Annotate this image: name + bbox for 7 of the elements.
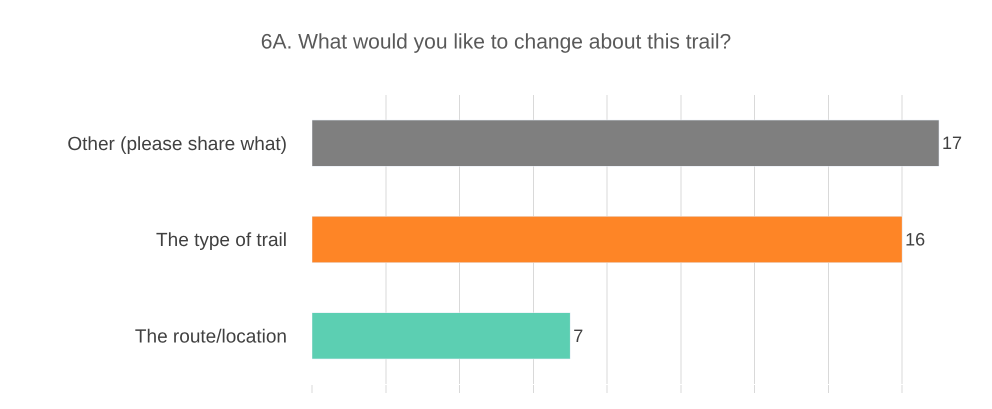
y-tick-label: The type of trail xyxy=(156,230,287,252)
data-label: 16 xyxy=(905,230,926,250)
data-label: 7 xyxy=(573,326,584,346)
data-label: 17 xyxy=(942,133,962,154)
y-tick-label: The route/location xyxy=(134,326,287,348)
y-tick-label: Other (please share what) xyxy=(67,134,287,155)
chart-title: 6A. What would you like to change about this trail? xyxy=(260,30,732,54)
